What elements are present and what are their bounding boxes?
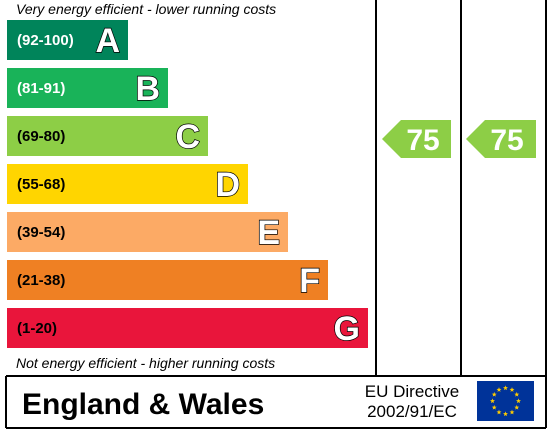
band-range-c: (69-80)	[17, 128, 65, 145]
eu-star-icon	[509, 409, 515, 415]
band-range-f: (21-38)	[17, 272, 65, 289]
band-letter-g: G	[334, 310, 360, 348]
band-range-g: (1-20)	[17, 320, 57, 337]
eu-star-icon	[491, 391, 497, 397]
eu-star-icon	[496, 387, 502, 392]
band-letter-c: C	[175, 118, 200, 156]
band-range-b: (81-91)	[17, 80, 65, 97]
eu-star-icon	[514, 391, 520, 397]
band-bar-g	[7, 308, 368, 348]
eu-star-icon	[503, 411, 508, 417]
eu-flag-stars	[490, 385, 521, 417]
eu-star-icon	[514, 404, 520, 410]
band-letter-f: F	[299, 262, 320, 300]
eu-star-icon	[490, 398, 495, 404]
band-bar-a	[7, 20, 128, 60]
band-bar-d	[7, 164, 248, 204]
potential-rating-value: 75	[490, 124, 523, 157]
band-letter-e: E	[257, 214, 280, 252]
band-bar-f	[7, 260, 328, 300]
directive-line-1: EU Directive	[365, 382, 459, 401]
potential-rating-shape	[466, 120, 536, 158]
current-rating-arrow: 75	[382, 120, 451, 158]
eu-star-icon	[509, 387, 515, 392]
directive-line-2: 2002/91/EC	[367, 402, 457, 421]
band-letter-b: B	[135, 70, 160, 108]
eu-star-icon	[496, 409, 502, 415]
band-bar-b	[7, 68, 168, 108]
band-range-e: (39-54)	[17, 224, 65, 241]
current-rating-value: 75	[406, 124, 439, 157]
eu-flag-icon	[477, 381, 534, 421]
bottom-caption: Not energy efficient - higher running co…	[16, 355, 275, 371]
eu-star-icon	[516, 398, 521, 404]
current-rating-shape	[382, 120, 451, 158]
top-caption: Very energy efficient - lower running co…	[16, 1, 276, 17]
band-range-a: (92-100)	[17, 32, 74, 49]
eu-star-icon	[491, 404, 497, 410]
band-bar-e	[7, 212, 288, 252]
rating-bands: (92-100) A (81-91) B (69-80) C (55-68) D (39-54)…	[7, 20, 368, 349]
band-letter-d: D	[215, 166, 240, 204]
band-range-d: (55-68)	[17, 176, 65, 193]
band-letter-a: A	[95, 22, 120, 60]
band-bar-c	[7, 116, 208, 156]
potential-rating-arrow: 75	[466, 120, 536, 158]
region-label: England & Wales	[22, 388, 264, 421]
eu-star-icon	[503, 385, 508, 391]
